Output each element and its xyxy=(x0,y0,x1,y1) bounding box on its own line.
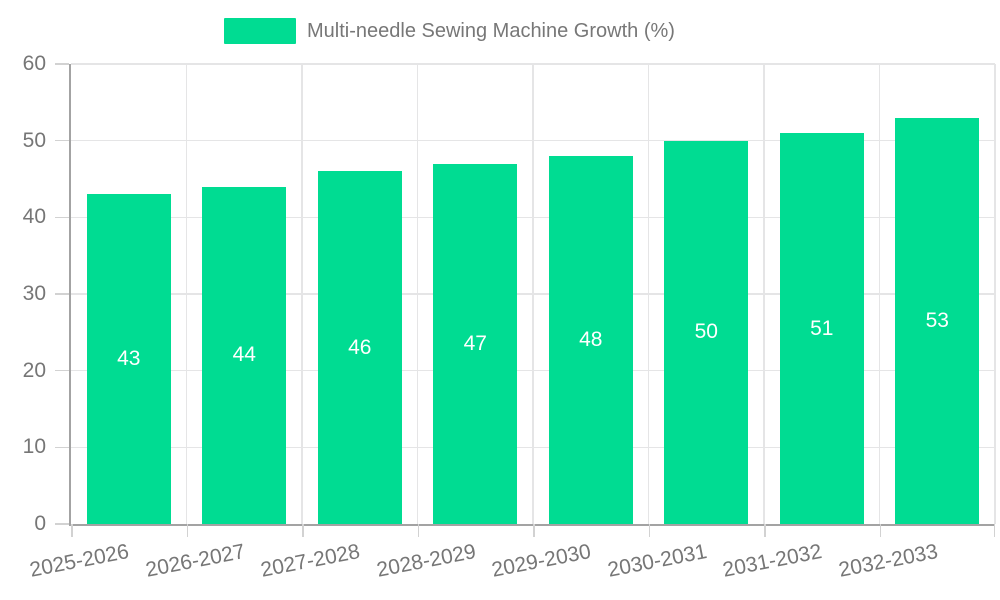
gridline xyxy=(301,64,303,524)
bar-value-label: 51 xyxy=(810,316,834,340)
gridline xyxy=(647,64,650,524)
x-tick-mark xyxy=(417,524,419,537)
x-tick-label: 2032-2033 xyxy=(836,540,940,582)
x-tick-label: 2025-2026 xyxy=(28,540,132,582)
gridline xyxy=(185,64,188,524)
gridline xyxy=(416,64,419,524)
y-tick-label: 0 xyxy=(34,512,46,535)
x-tick-label: 2026-2027 xyxy=(143,540,247,582)
bar-value-label: 53 xyxy=(925,308,949,332)
gridline xyxy=(71,63,995,65)
y-axis: 0 10 20 30 40 50 60 xyxy=(0,52,46,535)
bar-value-label: 43 xyxy=(117,347,141,371)
plot-area: 43 44 46 47 48 50 51 53 xyxy=(55,63,996,537)
bar-value-label: 44 xyxy=(232,343,256,367)
bar-2029-2030[interactable]: 48 xyxy=(548,156,633,524)
x-tick-label: 2029-2030 xyxy=(490,540,594,582)
y-tick-label: 30 xyxy=(22,282,46,305)
y-tick-mark xyxy=(55,446,69,449)
x-tick-mark xyxy=(186,524,188,537)
x-tick-mark xyxy=(533,524,535,537)
bar-value-label: 50 xyxy=(694,320,718,344)
y-tick-label: 10 xyxy=(22,435,46,459)
x-tick-label: 2030-2031 xyxy=(605,540,709,582)
bar-2030-2031[interactable]: 50 xyxy=(664,140,749,524)
y-tick-label: 40 xyxy=(22,205,46,229)
bar-2026-2027[interactable]: 44 xyxy=(202,186,287,524)
y-tick-mark xyxy=(55,293,69,295)
legend-label: Multi-needle Sewing Machine Growth (%) xyxy=(307,20,675,42)
x-tick-mark xyxy=(648,524,650,537)
x-tick-mark xyxy=(302,524,304,537)
y-tick-label: 50 xyxy=(22,128,46,152)
bar-2028-2029[interactable]: 47 xyxy=(433,163,518,524)
gridline xyxy=(994,64,996,524)
x-axis: 2025-2026 2026-2027 2027-2028 2028-2029 2029… xyxy=(28,526,993,600)
y-tick-mark xyxy=(55,216,69,219)
bar-value-label: 47 xyxy=(463,331,487,355)
bar-2031-2032[interactable]: 51 xyxy=(779,133,864,524)
x-tick-mark xyxy=(993,524,995,537)
legend-item[interactable]: Multi-needle Sewing Machine Growth (%) xyxy=(224,18,675,44)
bar-value-label: 48 xyxy=(579,328,603,351)
y-tick-label: 20 xyxy=(22,358,46,382)
x-tick-mark xyxy=(71,524,73,537)
bar-2032-2033[interactable]: 53 xyxy=(895,117,980,524)
legend-swatch xyxy=(224,18,296,44)
y-tick-mark xyxy=(55,63,69,65)
x-tick-label: 2027-2028 xyxy=(259,540,363,582)
x-tick-mark xyxy=(764,524,766,537)
bar-value-label: 46 xyxy=(348,335,372,359)
x-tick-label: 2028-2029 xyxy=(374,540,478,582)
gridline xyxy=(532,64,534,524)
bar-2027-2028[interactable]: 46 xyxy=(317,171,402,524)
bar-2025-2026[interactable]: 43 xyxy=(86,194,171,524)
x-tick-label: 2031-2032 xyxy=(721,540,825,582)
y-tick-mark xyxy=(55,139,69,142)
y-tick-mark xyxy=(55,369,69,372)
y-tick-mark xyxy=(55,523,69,525)
x-tick-mark xyxy=(879,524,881,537)
gridline xyxy=(878,64,881,524)
y-tick-label: 60 xyxy=(22,52,46,75)
gridline xyxy=(763,64,765,524)
